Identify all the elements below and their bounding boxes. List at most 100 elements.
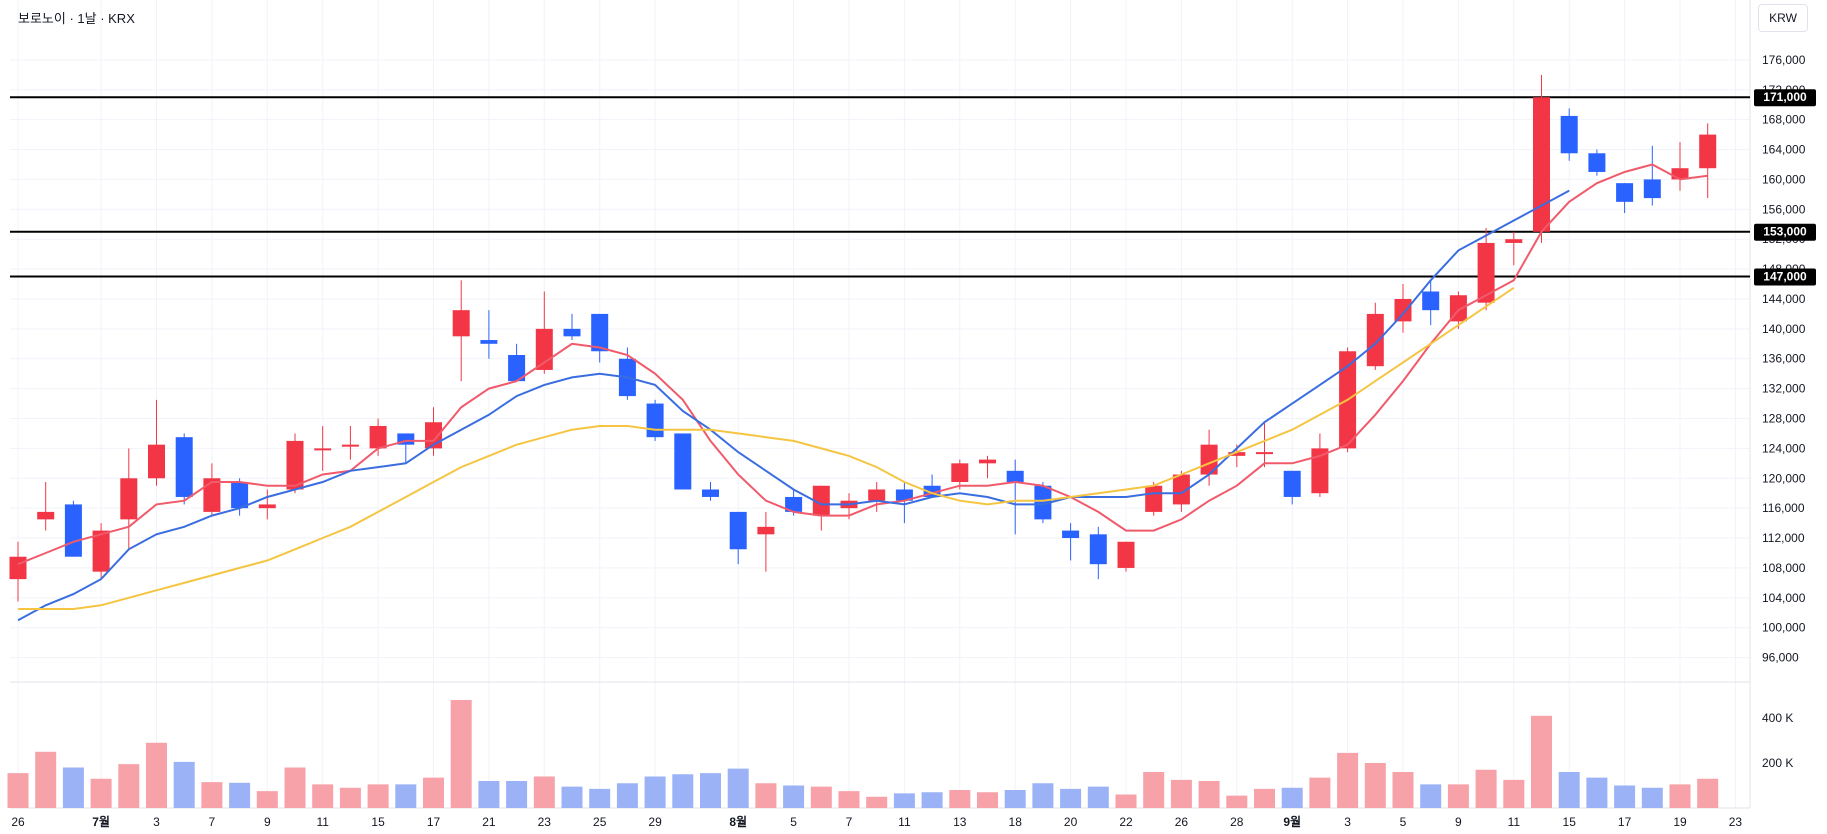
candle-body	[591, 313, 609, 352]
ma5-line	[17, 163, 1708, 566]
volume-bar	[367, 784, 389, 808]
volume-bar	[1586, 777, 1608, 808]
price-tick-label: 168,000	[1762, 113, 1806, 127]
level-label-text: 171,000	[1763, 90, 1807, 104]
candle-body	[64, 504, 82, 557]
price-axis[interactable]: 96,000 100,000 104,000 108,000 112,000 116,00…	[1762, 53, 1806, 665]
candle-body	[1699, 134, 1717, 169]
candle-body	[1034, 485, 1052, 520]
chart-title: 보로노이 · 1날 · KRX	[18, 11, 135, 26]
ma10-line	[17, 189, 1570, 622]
time-tick-label: 9월	[1283, 814, 1301, 829]
candle-body	[37, 511, 55, 520]
candle-body	[1117, 541, 1135, 568]
time-tick-label: 22	[1119, 815, 1133, 829]
price-tick-label: 144,000	[1762, 292, 1806, 306]
candle-body	[258, 504, 276, 509]
time-tick-label: 29	[648, 815, 662, 829]
volume-bar	[118, 764, 140, 808]
candle-body	[674, 433, 692, 490]
volume-bars	[7, 700, 1719, 808]
candle-body	[1394, 298, 1412, 322]
time-tick-label: 23	[538, 815, 552, 829]
time-tick-label: 7월	[92, 814, 110, 829]
price-tick-label: 96,000	[1762, 651, 1799, 665]
volume-bar	[256, 791, 278, 808]
time-tick-label: 9	[1455, 815, 1462, 829]
volume-bar	[1115, 794, 1137, 808]
volume-bar	[1309, 777, 1331, 808]
candle-body	[1643, 179, 1661, 199]
time-tick-label: 11	[898, 815, 911, 829]
volume-bar	[1641, 787, 1663, 808]
candle-body	[203, 478, 221, 512]
time-tick-label: 3	[1344, 815, 1351, 829]
candle-body	[563, 328, 581, 337]
price-tick-label: 136,000	[1762, 352, 1806, 366]
volume-bar	[173, 761, 195, 808]
candle-body	[175, 437, 193, 497]
volume-bar	[201, 782, 223, 808]
time-tick-label: 9	[264, 815, 271, 829]
price-tick-label: 112,000	[1762, 531, 1805, 545]
volume-tick-label: 200 K	[1762, 756, 1793, 770]
volume-bar	[62, 767, 84, 808]
price-tick-label: 164,000	[1762, 143, 1806, 157]
time-axis[interactable]: 26 7월 3 7 9 11 15 17 21 23 25 29 8월 5 7 11 13 18 20 22 26 28 9…	[11, 814, 1742, 829]
volume-bar	[866, 796, 888, 808]
candle-body	[508, 355, 526, 382]
candle-body	[895, 489, 913, 501]
time-tick-label: 28	[1230, 815, 1244, 829]
volume-bar	[478, 781, 500, 808]
volume-bar	[727, 768, 749, 808]
volume-bar	[561, 786, 583, 808]
time-tick-label: 23	[1729, 815, 1743, 829]
candle-body	[92, 530, 110, 572]
candle-body	[923, 485, 941, 497]
candle-body	[286, 440, 304, 490]
level-label-tag	[1754, 268, 1816, 286]
currency-button[interactable]: KRW	[1758, 4, 1808, 32]
candle-body	[1616, 183, 1634, 202]
time-tick-label: 20	[1064, 815, 1078, 829]
moving-average-lines	[17, 163, 1708, 622]
candle-body	[646, 403, 664, 438]
candle-body	[1145, 485, 1163, 512]
price-tick-label: 160,000	[1762, 172, 1806, 186]
candle-body	[951, 463, 969, 483]
time-tick-label: 11	[1508, 815, 1521, 829]
grid	[10, 0, 1751, 809]
candle-body	[702, 489, 719, 497]
price-tick-label: 116,000	[1762, 501, 1805, 515]
volume-bar	[1669, 784, 1691, 808]
volume-tick-label: 400 K	[1762, 711, 1793, 725]
candle-body	[1172, 474, 1190, 505]
time-tick-label: 5	[790, 815, 797, 829]
volume-bar	[1420, 784, 1442, 808]
volume-bar	[1337, 752, 1359, 808]
candle-body	[812, 485, 830, 516]
time-tick-label: 19	[1673, 815, 1687, 829]
volume-bar	[7, 773, 29, 808]
candle-body	[1089, 534, 1107, 565]
time-tick-label: 15	[371, 815, 385, 829]
volume-bar	[1392, 772, 1414, 808]
price-tick-label: 176,000	[1762, 53, 1806, 67]
volume-bar	[146, 742, 167, 808]
time-tick-label: 7	[209, 815, 216, 829]
volume-bar	[450, 700, 472, 808]
price-tick-label: 108,000	[1762, 561, 1806, 575]
volume-bar	[700, 773, 721, 808]
candle-body	[314, 448, 332, 451]
candle-body	[979, 459, 996, 464]
volume-bar	[35, 751, 57, 808]
volume-bar	[838, 791, 860, 808]
candle-body	[341, 444, 359, 447]
time-tick-label: 3	[153, 815, 160, 829]
time-tick-label: 21	[482, 815, 496, 829]
volume-bar	[339, 787, 361, 808]
volume-bar	[90, 778, 112, 808]
horizontal-levels	[10, 96, 1750, 278]
candle-body	[1200, 444, 1218, 475]
